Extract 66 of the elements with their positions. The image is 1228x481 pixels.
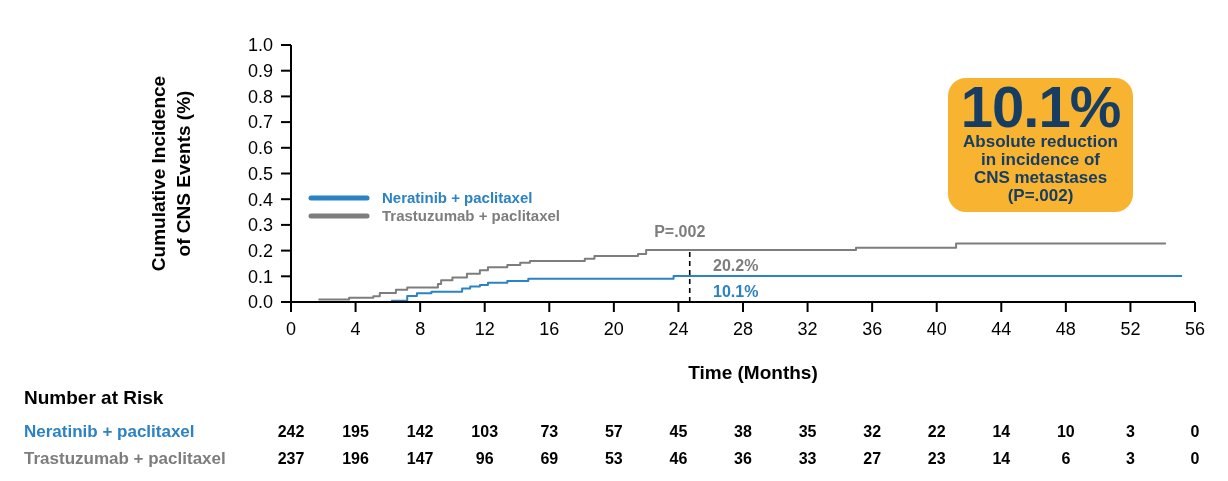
text: 27 xyxy=(863,450,882,467)
text: 142 xyxy=(406,423,434,440)
x-tick-label: 28 xyxy=(732,318,754,339)
text: 32 xyxy=(863,423,882,440)
y-axis-title: Cumulative Incidence of CNS Events (%) xyxy=(148,75,194,272)
text: 45 xyxy=(669,423,688,440)
annotation: 10.1% xyxy=(713,283,759,301)
x-tick-label: 44 xyxy=(991,318,1012,339)
text: 57 xyxy=(604,423,623,440)
x-axis-title: Time (Months) xyxy=(688,362,818,383)
legend-label: Trastuzumab + paclitaxel xyxy=(382,207,560,225)
y-tick-label: 0.0 xyxy=(247,292,273,313)
y-tick-label: 0.7 xyxy=(247,112,273,133)
ref-line-label: P=.002 xyxy=(654,223,706,241)
text: 196 xyxy=(342,450,370,467)
text: 242 xyxy=(277,423,305,440)
y-tick-label: 0.9 xyxy=(247,61,273,82)
y-tick-label: 0.5 xyxy=(247,163,273,184)
text: 3 xyxy=(1125,450,1135,467)
text: 53 xyxy=(604,450,623,467)
x-tick-label: 36 xyxy=(862,318,883,339)
x-tick-label: 24 xyxy=(668,318,689,339)
x-tick-label: 52 xyxy=(1120,318,1141,339)
category-label: Neratinib + paclitaxel xyxy=(24,422,195,441)
text: 195 xyxy=(342,423,370,440)
y-tick-label: 0.4 xyxy=(247,189,273,210)
y-tick-label: 1.0 xyxy=(247,35,273,56)
text: 237 xyxy=(277,450,305,467)
category-label: Trastuzumab + paclitaxel xyxy=(24,449,226,468)
x-tick-label: 8 xyxy=(415,318,426,339)
x-tick-label: 48 xyxy=(1055,318,1076,339)
y-tick-label: 0.3 xyxy=(247,215,273,236)
y-tick-label: 0.8 xyxy=(247,86,273,107)
text: 22 xyxy=(927,423,946,440)
text: 0 xyxy=(1190,450,1200,467)
text: 69 xyxy=(540,450,559,467)
text: 36 xyxy=(734,450,752,467)
text: 35 xyxy=(798,423,817,440)
x-tick-label: 0 xyxy=(285,318,297,339)
text: 147 xyxy=(406,450,434,467)
text: 6 xyxy=(1061,450,1071,467)
y-tick-label: 0.1 xyxy=(247,266,273,287)
text: 46 xyxy=(669,450,688,467)
text: 103 xyxy=(471,423,499,440)
annotation: 20.2% xyxy=(713,257,759,275)
legend-label: Neratinib + paclitaxel xyxy=(382,189,533,207)
text: 14 xyxy=(992,450,1011,467)
text: 10 xyxy=(1056,423,1075,440)
x-tick-label: 32 xyxy=(797,318,818,339)
y-tick-label: 0.2 xyxy=(247,240,273,261)
text: 14 xyxy=(992,423,1011,440)
text: 33 xyxy=(798,450,817,467)
text: 96 xyxy=(475,450,494,467)
x-tick-label: 4 xyxy=(350,318,361,339)
x-tick-label: 40 xyxy=(926,318,947,339)
y-tick-label: 0.6 xyxy=(247,138,273,159)
text: Number at Risk xyxy=(24,387,164,408)
x-tick-label: 16 xyxy=(539,318,560,339)
text: 38 xyxy=(734,423,752,440)
x-tick-label: 20 xyxy=(603,318,624,339)
x-tick-label: 12 xyxy=(474,318,495,339)
text: 0 xyxy=(1190,423,1200,440)
x-tick-label: 56 xyxy=(1184,318,1206,339)
text: 73 xyxy=(540,423,559,440)
text: 3 xyxy=(1125,423,1135,440)
text: 23 xyxy=(927,450,946,467)
